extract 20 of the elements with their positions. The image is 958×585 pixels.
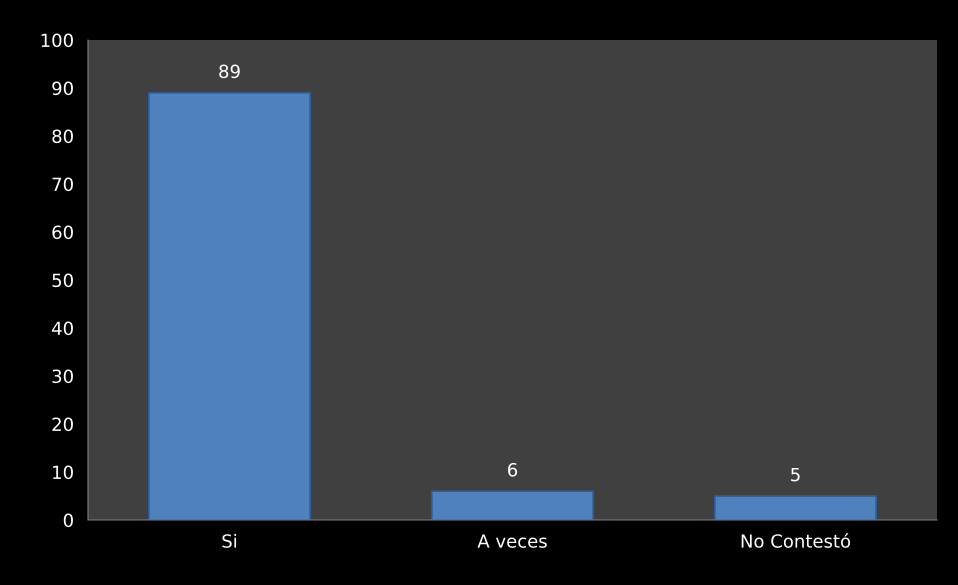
data-label: 6 <box>508 462 518 477</box>
y-tick-label: 30 <box>52 369 73 384</box>
data-label: 89 <box>219 64 240 78</box>
data-label: 5 <box>791 468 800 482</box>
y-tick-label: 100 <box>42 33 73 48</box>
y-tick-label: 50 <box>52 273 73 288</box>
bar <box>714 495 877 520</box>
y-tick-label: 20 <box>52 417 73 432</box>
y-tick-label: 10 <box>53 465 73 480</box>
y-tick-label: 0 <box>64 513 73 528</box>
y-tick-label: 60 <box>52 225 73 240</box>
bar <box>431 490 594 520</box>
x-tick-label: No Contestó <box>742 533 850 548</box>
x-tick-label: A veces <box>477 534 547 548</box>
y-tick-label: 80 <box>52 129 73 144</box>
bar <box>148 92 311 520</box>
y-tick-label: 70 <box>52 177 73 192</box>
y-tick-label: 90 <box>52 81 73 96</box>
y-tick-label: 40 <box>52 321 73 336</box>
x-tick-label: Si <box>222 534 236 548</box>
